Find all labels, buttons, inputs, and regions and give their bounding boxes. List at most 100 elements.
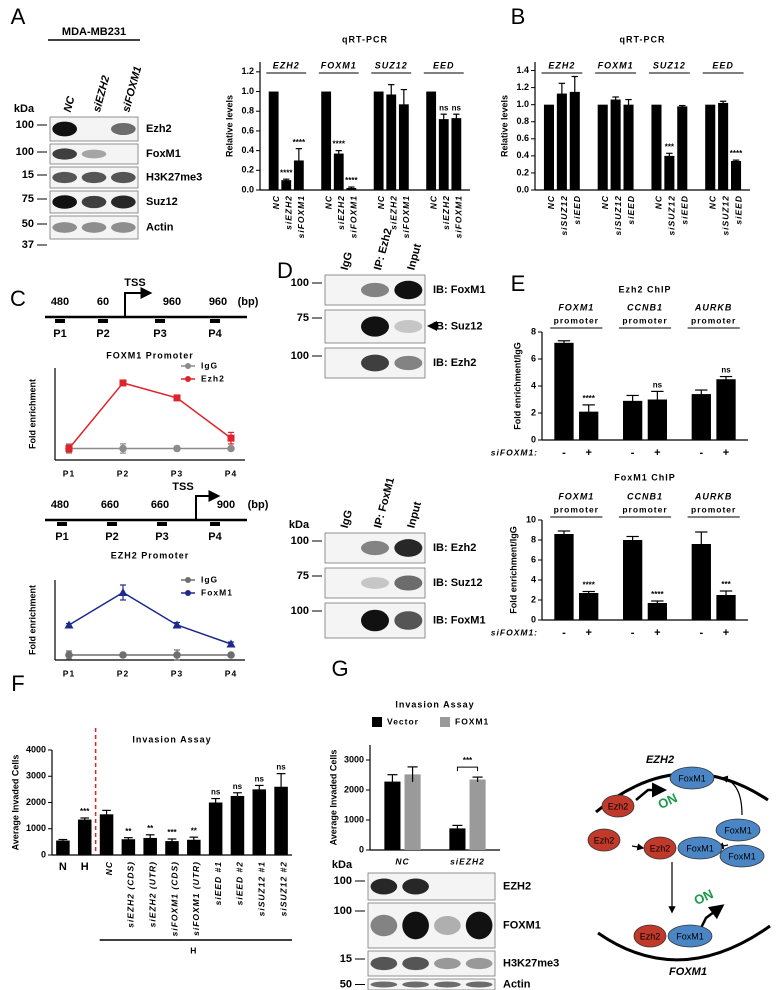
lane-label: Input	[405, 242, 424, 271]
protein-node	[667, 924, 713, 948]
probe	[107, 522, 117, 526]
y-tick-label: 0	[359, 844, 364, 854]
protein-label: FoxM1	[676, 931, 704, 941]
band	[465, 981, 493, 988]
bar	[469, 779, 486, 850]
x-tick-label: N	[59, 861, 67, 873]
probe	[157, 522, 167, 526]
band	[111, 195, 136, 209]
significance: ns	[452, 103, 462, 112]
significance: ****	[293, 138, 306, 147]
bar	[730, 160, 742, 190]
probe	[210, 319, 220, 323]
group-label: EZH2	[548, 60, 575, 70]
x-tick-label: siSUZ12	[613, 195, 623, 236]
blot-label: H3K27me3	[146, 171, 202, 183]
legend-label: Vector	[387, 716, 419, 726]
probe-label: P2	[105, 531, 118, 543]
band	[402, 878, 429, 895]
y-tick-label: 3000	[26, 771, 46, 781]
chart-title: Ezh2 ChIP	[618, 284, 671, 294]
panel-label: C	[10, 286, 26, 311]
bar	[623, 104, 634, 190]
x-tick-label: P1	[63, 468, 75, 478]
band	[402, 981, 429, 988]
x-tick-label: P1	[63, 668, 75, 678]
x-tick-label: P3	[171, 468, 183, 478]
gene-label: FOXM1	[669, 966, 707, 978]
y-tick-label: 1.2	[241, 66, 254, 76]
group-sublabel: promoter	[554, 504, 599, 514]
y-axis-label: Relative levels	[499, 95, 509, 157]
blot-row	[367, 978, 496, 990]
band	[394, 355, 423, 371]
legend-marker	[185, 577, 191, 583]
x-tick-label: siEZH2	[284, 195, 294, 230]
significance: ***	[80, 807, 90, 816]
x-tick-label: NC	[654, 195, 664, 209]
protein-node	[677, 836, 723, 860]
y-tick-label: 1000	[26, 823, 46, 833]
x-tick-label: siFOXM1	[454, 195, 464, 238]
x-tick-label: +	[585, 627, 591, 639]
x-axis-label: siFOXM1:	[491, 627, 538, 637]
protein-node	[715, 818, 761, 842]
protein-node	[587, 828, 621, 852]
y-tick-label: 3000	[344, 754, 364, 764]
x-tick-label: NC	[376, 195, 386, 209]
x-tick-label: siEZH2	[450, 856, 485, 866]
kda-marker: 50	[340, 978, 352, 990]
group-label: FOXM1	[558, 491, 594, 501]
y-tick-label: 0.0	[241, 184, 254, 194]
x-tick-label: H	[81, 861, 89, 873]
protein-label: FoxM1	[728, 851, 756, 861]
blot-label: H3K27me3	[503, 957, 559, 969]
significance: ns	[721, 366, 731, 375]
significance: ***	[463, 756, 473, 765]
site-distance: 660	[101, 499, 119, 511]
band	[370, 914, 398, 937]
legend-swatch	[372, 717, 382, 727]
group-label: FOXM1	[558, 302, 594, 312]
band	[52, 171, 77, 184]
y-tick-label: 0	[531, 434, 536, 444]
y-tick-label: 2000	[26, 797, 46, 807]
blot-label: FOXM1	[503, 919, 541, 931]
unit-label: (bp)	[238, 296, 259, 308]
band	[434, 957, 461, 970]
band	[52, 148, 77, 160]
site-distance: 900	[217, 499, 235, 511]
band	[52, 222, 77, 233]
bar	[121, 839, 136, 855]
x-tick-label: siEED	[572, 195, 582, 225]
y-tick-label: 1.2	[516, 82, 529, 92]
probe-label: P2	[96, 328, 109, 340]
kda-marker: 75	[297, 570, 309, 582]
series-line	[68, 591, 232, 645]
protein-label: Ezh2	[650, 843, 671, 853]
probe-label: P1	[53, 328, 66, 340]
bar	[716, 379, 736, 440]
x-tick-label: siSUZ12	[559, 195, 569, 236]
legend-marker	[185, 363, 191, 369]
lane-label: IP: Ezh2	[372, 227, 395, 271]
significance: **	[147, 824, 154, 833]
group-sublabel: promoter	[622, 504, 667, 514]
significance: ****	[280, 168, 293, 177]
blot-label: IB: Ezh2	[433, 542, 476, 554]
probe	[57, 522, 67, 526]
legend-label: FOXM1	[455, 716, 489, 726]
band	[370, 956, 398, 971]
kda-label: kDa	[332, 859, 353, 871]
group-label: EED	[433, 60, 455, 70]
band	[370, 878, 398, 895]
blot-label: Actin	[146, 221, 174, 233]
chart-title: Invasion Assay	[395, 699, 474, 709]
probe-label: P4	[208, 531, 222, 543]
y-tick-label: 4	[531, 574, 536, 584]
group-label: FOXM1	[321, 60, 357, 70]
kda-marker: 100	[291, 350, 309, 362]
x-tick-label: siSUZ12	[667, 195, 677, 236]
band	[434, 916, 461, 935]
bar	[569, 91, 580, 190]
